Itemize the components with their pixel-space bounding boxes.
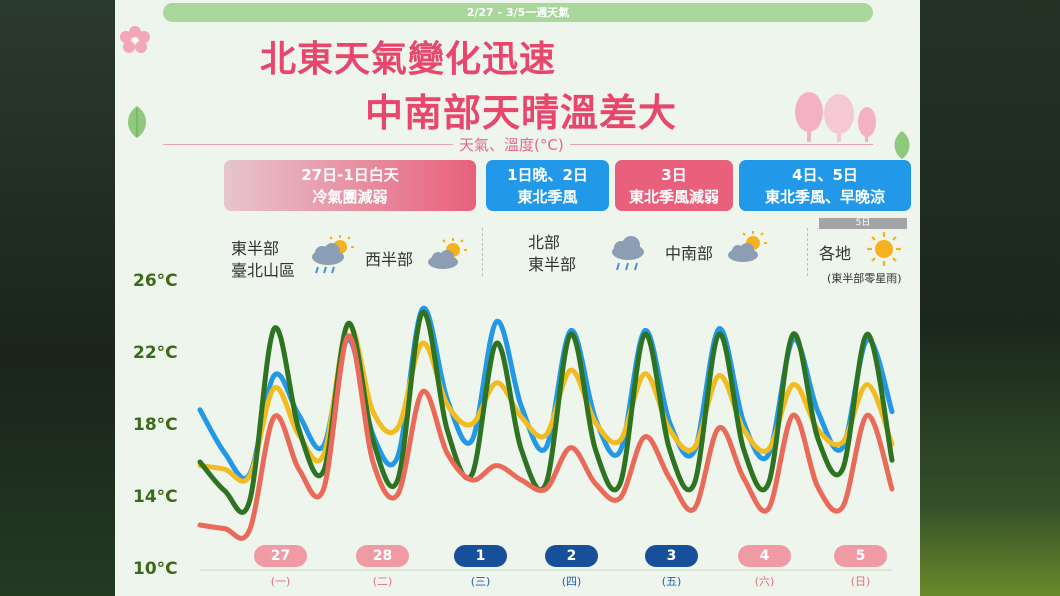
- chart-subtitle: 天氣、溫度(°C): [453, 134, 570, 155]
- sun-icon: [867, 232, 901, 266]
- rain-cloud-icon: [612, 236, 644, 271]
- cloud-sun-icon: [728, 231, 767, 262]
- period-4-line2: 東北季風、早晚涼: [764, 187, 885, 206]
- weekday-label: (六): [754, 575, 775, 588]
- ytick-label: 26°C: [133, 271, 178, 291]
- weekday-label: (三): [470, 575, 491, 588]
- period-3-line2: 東北季風減弱: [628, 187, 719, 206]
- day-pill-28: 28: [356, 545, 409, 567]
- blossom-decoration: [120, 26, 150, 53]
- region-north-label: 北部 東半部: [528, 232, 576, 276]
- region-east-line2: 臺北山區: [231, 261, 296, 280]
- region-all-label: 各地: [819, 244, 852, 263]
- weekday-label: (日): [850, 575, 871, 588]
- weather-divider-2: [807, 228, 808, 276]
- day5-tag: 5日: [819, 218, 907, 229]
- weather-panel: 2/27 - 3/5一週天氣 北東天氣變化迅速 中南部天晴溫差大 天氣、溫度(°…: [115, 0, 920, 596]
- period-1-line2: 冷氣團減弱: [312, 187, 388, 206]
- period-box-4: 4日、5日 東北季風、早晚涼: [739, 160, 911, 211]
- background-right: [920, 0, 1060, 596]
- ytick-label: 14°C: [133, 487, 178, 507]
- temperature-series-line-2: [197, 322, 895, 484]
- period-1-line1: 27日-1日白天: [301, 165, 399, 184]
- period-box-2: 1日晚、2日 東北季風: [486, 160, 609, 211]
- period-box-3: 3日 東北季風減弱: [615, 160, 733, 211]
- period-2-line2: 東北季風: [517, 187, 578, 206]
- day-pill-5: 5: [834, 545, 887, 567]
- rain-cloud-sun-icon: [312, 235, 354, 274]
- leaf-left-decoration: [128, 106, 146, 138]
- ytick-label: 22°C: [133, 343, 178, 363]
- main-title-line2: 中南部天晴溫差大: [365, 91, 678, 135]
- leaf-right-decoration: [894, 131, 910, 159]
- temperature-chart: [197, 305, 895, 571]
- date-range-bar: 2/27 - 3/5一週天氣: [163, 3, 873, 22]
- region-west-label: 西半部: [365, 250, 414, 269]
- temperature-series-line-4: [197, 333, 895, 541]
- trees-decoration: [795, 92, 876, 142]
- ytick-label: 18°C: [133, 415, 178, 435]
- cloud-sun-icon: [428, 238, 467, 269]
- region-central-south-label: 中南部: [665, 244, 714, 263]
- day-pill-27: 27: [254, 545, 307, 567]
- day-pill-4: 4: [738, 545, 791, 567]
- period-4-line1: 4日、5日: [792, 165, 858, 184]
- weather-divider-1: [482, 228, 483, 276]
- period-3-line1: 3日: [661, 165, 687, 184]
- weekday-label: (二): [372, 575, 393, 588]
- weekday-label: (四): [561, 575, 582, 588]
- ytick-label: 10°C: [133, 559, 178, 579]
- day-pill-3: 3: [645, 545, 698, 567]
- period-2-line1: 1日晚、2日: [507, 165, 588, 184]
- background-left: [0, 0, 115, 596]
- temperature-series-line-3: [197, 310, 895, 515]
- period-box-1: 27日-1日白天 冷氣團減弱: [224, 160, 476, 211]
- east-showers-note: (東半部零星雨): [827, 272, 902, 285]
- weekday-label: (一): [270, 575, 291, 588]
- day-pill-1: 1: [454, 545, 507, 567]
- region-north-line2: 東半部: [528, 255, 577, 274]
- weekday-label: (五): [661, 575, 682, 588]
- region-east-label: 東半部 臺北山區: [231, 238, 295, 282]
- main-title-line1: 北東天氣變化迅速: [260, 39, 557, 80]
- day-pill-2: 2: [545, 545, 598, 567]
- region-east-line1: 東半部: [231, 239, 280, 258]
- region-north-line1: 北部: [528, 233, 561, 252]
